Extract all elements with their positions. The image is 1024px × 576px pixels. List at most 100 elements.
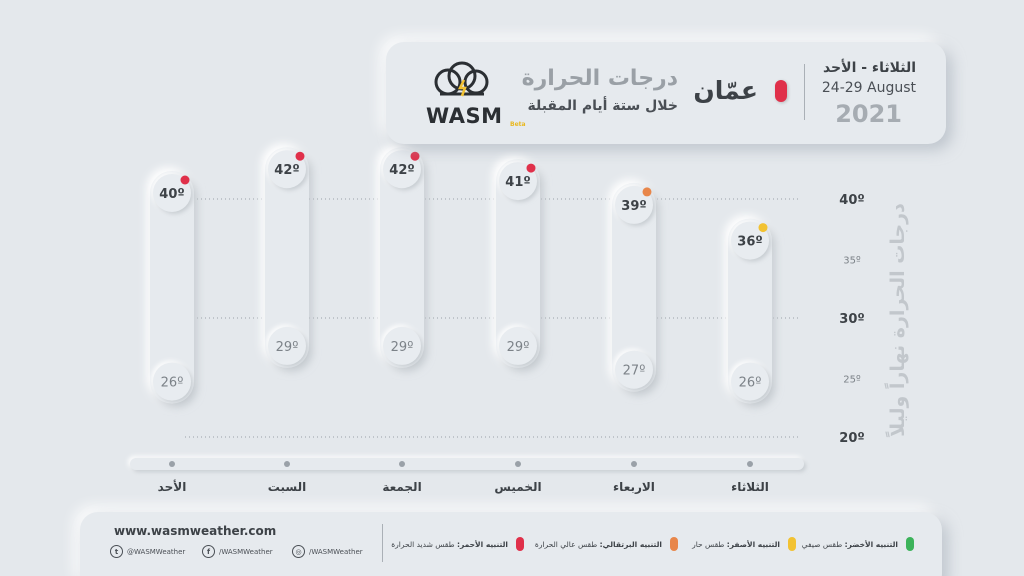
alert-yellow-desc: طقس حار	[692, 539, 725, 549]
x-tick-dot	[515, 461, 521, 467]
facebook-icon: f	[202, 545, 215, 558]
alert-green-name: التنبيه الأخضر:	[844, 539, 898, 549]
temperature-bars: 40º 26º 42º 29º 42º 29º 41º 29º 39º 27º 36º 26º	[150, 147, 772, 404]
x-tick-label: الخميس	[494, 480, 541, 494]
high-bubble	[383, 150, 421, 189]
facebook-handle: /WASMWeather	[219, 547, 273, 556]
alert-dot	[410, 151, 420, 161]
low-bubble	[383, 326, 421, 365]
range-bar	[728, 218, 772, 404]
x-axis-track	[130, 458, 804, 470]
low-temp-label: 26º	[161, 376, 184, 391]
alert-dot	[758, 223, 768, 233]
instagram-link[interactable]: ◎ /WASMWeather	[292, 545, 363, 558]
low-bubble	[499, 326, 537, 365]
alert-dot	[642, 187, 652, 197]
alert-red: التنبيه الأحمر: طقس شديد الحرارة	[391, 537, 524, 551]
x-tick-dot	[631, 461, 637, 467]
alert-red-desc: طقس شديد الحرارة	[391, 539, 455, 549]
range-bar	[265, 147, 309, 368]
low-temp-label: 29º	[276, 340, 299, 355]
y-tick-label: 20º	[839, 431, 864, 446]
alert-green-desc: طقس صيفي	[801, 539, 843, 549]
y-tick-label: 30º	[839, 312, 864, 327]
alert-green: التنبيه الأخضر: طقس صيفي	[802, 537, 914, 551]
twitter-link[interactable]: t @WASMWeather	[110, 545, 185, 558]
chart-title: درجات الحرارة	[521, 66, 678, 91]
cloud-lightning-icon	[434, 61, 489, 97]
x-axis: الأحد السبت الجمعة الخميس الاربعاء الثلاثاء	[130, 458, 804, 494]
footer-divider	[382, 524, 383, 562]
day-bar: 42º 29º	[265, 147, 309, 368]
day-bar: 42º 29º	[380, 147, 424, 368]
days-range: الثلاثاء - الأحد	[822, 60, 916, 76]
x-tick-dot	[169, 461, 175, 467]
x-tick-label: الجمعة	[382, 480, 421, 494]
twitter-icon: t	[110, 545, 123, 558]
day-bar: 41º 29º	[496, 159, 540, 368]
y-tick-label: 25º	[843, 375, 861, 386]
footer-card: www.wasmweather.com t @WASMWeather f /WA…	[80, 512, 942, 576]
high-temp-label: 40º	[159, 187, 184, 202]
chart-subtitle: خلال ستة أيام المقبلة	[527, 98, 678, 114]
facebook-link[interactable]: f /WASMWeather	[202, 545, 273, 558]
alert-green-dot	[906, 537, 914, 551]
date-range: 24-29 August	[821, 80, 916, 96]
range-bar	[612, 182, 656, 392]
alert-red-dot	[516, 537, 524, 551]
alert-yellow-name: التنبيه الأصفر:	[726, 539, 780, 549]
low-temp-label: 29º	[507, 340, 530, 355]
x-tick-dot	[747, 461, 753, 467]
low-bubble	[615, 350, 653, 389]
x-tick-label: الاربعاء	[613, 480, 655, 494]
low-bubble	[153, 362, 191, 401]
high-bubble	[615, 185, 653, 224]
alert-orange-dot	[670, 537, 678, 551]
x-tick-dot	[399, 461, 405, 467]
y-tick-label: 40º	[839, 193, 864, 208]
range-bar	[496, 159, 540, 368]
y-tick-label: 35º	[843, 256, 861, 267]
y-axis-ticks: 40º 35º 30º 25º 20º	[839, 193, 864, 446]
alert-dot	[180, 175, 190, 185]
logo-text: WASM	[426, 104, 503, 128]
year: 2021	[835, 100, 902, 128]
alert-orange-desc: طقس عالي الحرارة	[534, 539, 598, 549]
alert-dot	[295, 151, 305, 161]
header-card: WASM Beta درجات الحرارة خلال ستة أيام ال…	[386, 42, 946, 144]
high-bubble	[268, 150, 306, 189]
wasm-logo: WASM Beta	[426, 60, 526, 132]
header-divider	[804, 64, 805, 120]
instagram-handle: /WASMWeather	[309, 547, 363, 556]
day-bar: 36º 26º	[728, 218, 772, 404]
high-temp-label: 42º	[389, 163, 414, 178]
high-temp-label: 36º	[737, 235, 762, 250]
high-temp-label: 41º	[505, 175, 530, 190]
high-bubble	[499, 162, 537, 201]
day-bar: 39º 27º	[612, 182, 656, 392]
city-name: عمّان	[693, 76, 758, 105]
alert-dot	[526, 163, 536, 173]
high-temp-label: 42º	[274, 163, 299, 178]
range-bar	[380, 147, 424, 368]
city-alert-dot	[775, 80, 787, 102]
website-link[interactable]: www.wasmweather.com	[114, 524, 277, 538]
twitter-handle: @WASMWeather	[127, 547, 186, 556]
alert-yellow: التنبيه الأصفر: طقس حار	[692, 537, 796, 551]
grid-lines	[185, 198, 800, 438]
alert-orange-name: التنبيه البرتقالي:	[599, 539, 662, 549]
high-bubble	[731, 221, 769, 260]
alert-orange: التنبيه البرتقالي: طقس عالي الحرارة	[535, 537, 678, 551]
x-tick-label: السبت	[268, 480, 306, 494]
low-bubble	[268, 326, 306, 365]
x-tick-dot	[284, 461, 290, 467]
low-temp-label: 29º	[391, 340, 414, 355]
high-temp-label: 39º	[621, 199, 646, 214]
alert-red-name: التنبيه الأحمر:	[456, 539, 508, 549]
low-bubble	[731, 362, 769, 401]
logo-beta: Beta	[510, 121, 526, 128]
high-bubble	[153, 174, 191, 212]
range-bar	[150, 171, 194, 404]
y-axis-label: درجات الحرارة نهاراً وليلاً	[887, 203, 909, 437]
